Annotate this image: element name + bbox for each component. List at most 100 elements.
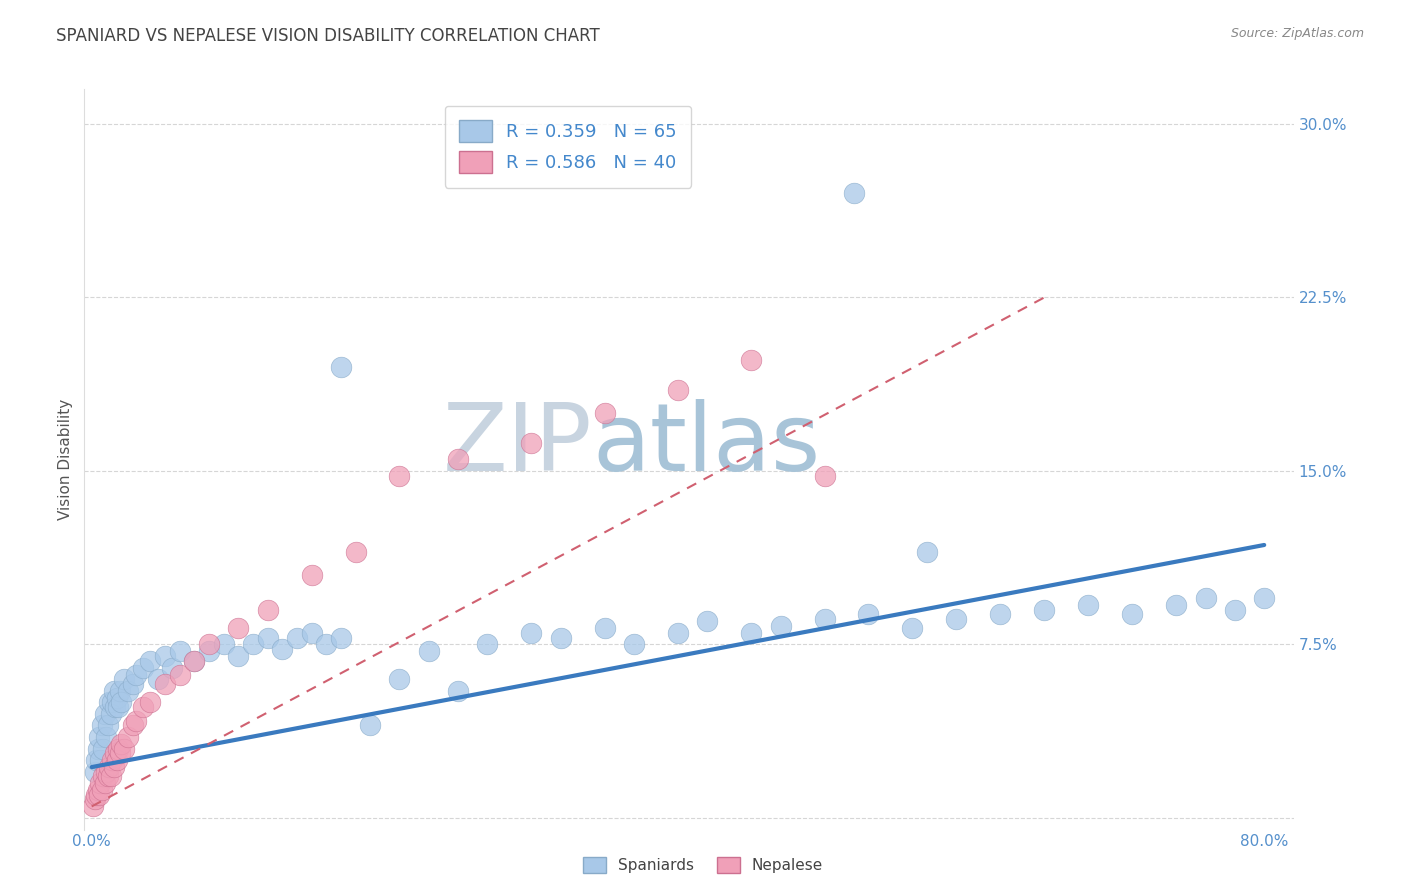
Point	[87, 788, 110, 802]
Text: SPANIARD VS NEPALESE VISION DISABILITY CORRELATION CHART: SPANIARD VS NEPALESE VISION DISABILITY C…	[56, 27, 600, 45]
Point	[101, 695, 124, 709]
Point	[101, 753, 124, 767]
Point	[104, 700, 127, 714]
Point	[139, 695, 162, 709]
Point	[388, 468, 411, 483]
Point	[139, 654, 162, 668]
Point	[1033, 603, 1056, 617]
Point	[153, 648, 176, 663]
Point	[1166, 598, 1188, 612]
Point	[301, 568, 323, 582]
Point	[83, 792, 105, 806]
Point	[945, 612, 967, 626]
Point	[344, 545, 367, 559]
Point	[520, 626, 543, 640]
Point	[103, 683, 125, 698]
Point	[226, 648, 249, 663]
Point	[94, 706, 117, 721]
Point	[112, 741, 135, 756]
Point	[98, 695, 121, 709]
Point	[1077, 598, 1099, 612]
Point	[84, 788, 107, 802]
Point	[520, 436, 543, 450]
Point	[110, 737, 132, 751]
Point	[169, 667, 191, 681]
Point	[162, 660, 184, 674]
Point	[418, 644, 440, 658]
Legend: Spaniards, Nepalese: Spaniards, Nepalese	[575, 849, 831, 881]
Point	[1194, 591, 1216, 606]
Point	[83, 764, 105, 779]
Point	[447, 683, 470, 698]
Point	[1253, 591, 1275, 606]
Point	[242, 637, 264, 651]
Point	[315, 637, 337, 651]
Point	[1121, 607, 1143, 622]
Point	[212, 637, 235, 651]
Point	[112, 672, 135, 686]
Point	[769, 619, 792, 633]
Y-axis label: Vision Disability: Vision Disability	[58, 399, 73, 520]
Point	[94, 776, 117, 790]
Point	[97, 769, 120, 783]
Point	[226, 621, 249, 635]
Point	[104, 746, 127, 760]
Point	[990, 607, 1012, 622]
Point	[740, 352, 762, 367]
Point	[84, 753, 107, 767]
Point	[593, 621, 616, 635]
Point	[146, 672, 169, 686]
Text: atlas: atlas	[592, 399, 821, 491]
Point	[108, 746, 131, 760]
Point	[901, 621, 924, 635]
Point	[93, 769, 115, 783]
Point	[256, 603, 278, 617]
Point	[1223, 603, 1246, 617]
Point	[105, 753, 128, 767]
Point	[91, 783, 114, 797]
Point	[153, 677, 176, 691]
Point	[183, 654, 205, 668]
Point	[108, 683, 131, 698]
Text: ZIP: ZIP	[443, 399, 592, 491]
Point	[301, 626, 323, 640]
Point	[256, 631, 278, 645]
Point	[87, 730, 110, 744]
Point	[105, 690, 128, 705]
Point	[132, 700, 155, 714]
Point	[121, 718, 143, 732]
Point	[329, 631, 352, 645]
Point	[285, 631, 308, 645]
Point	[447, 452, 470, 467]
Point	[329, 359, 352, 374]
Point	[915, 545, 938, 559]
Point	[550, 631, 572, 645]
Point	[124, 714, 146, 728]
Point	[82, 799, 104, 814]
Point	[107, 700, 129, 714]
Point	[593, 406, 616, 420]
Point	[477, 637, 499, 651]
Point	[169, 644, 191, 658]
Point	[623, 637, 645, 651]
Point	[858, 607, 880, 622]
Point	[103, 760, 125, 774]
Point	[271, 642, 294, 657]
Point	[89, 753, 111, 767]
Point	[666, 383, 689, 397]
Point	[98, 760, 121, 774]
Point	[124, 667, 146, 681]
Point	[117, 730, 139, 744]
Point	[359, 718, 381, 732]
Point	[89, 776, 111, 790]
Text: Source: ZipAtlas.com: Source: ZipAtlas.com	[1230, 27, 1364, 40]
Point	[198, 644, 221, 658]
Point	[91, 718, 114, 732]
Point	[93, 741, 115, 756]
Point	[696, 615, 718, 629]
Point	[110, 695, 132, 709]
Point	[740, 626, 762, 640]
Point	[86, 783, 108, 797]
Point	[100, 706, 122, 721]
Point	[97, 718, 120, 732]
